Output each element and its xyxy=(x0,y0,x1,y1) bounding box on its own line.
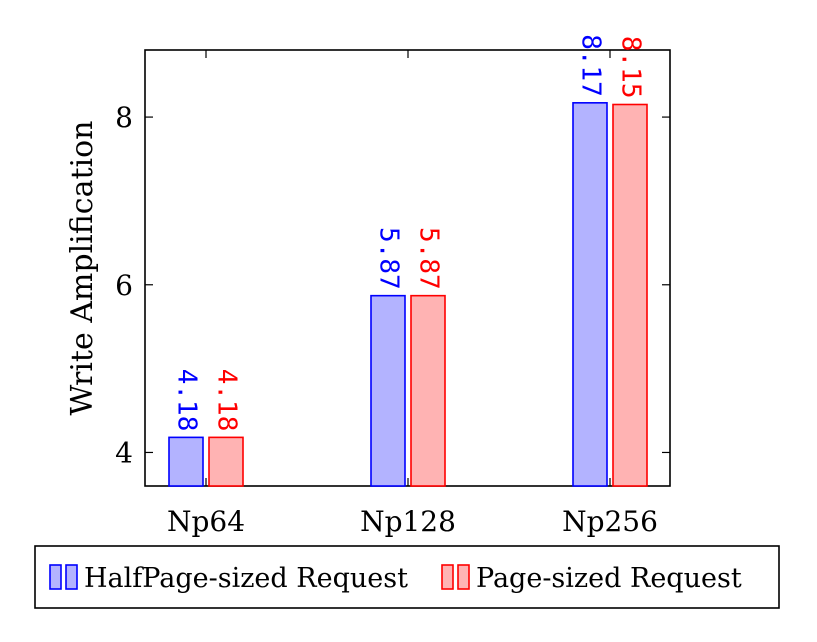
y-tick-label: 6 xyxy=(115,269,133,302)
x-tick-label: Np64 xyxy=(167,505,245,538)
legend-label-page: Page-sized Request xyxy=(476,563,742,594)
bar-data-labels: 4.18 5.87 8.17 4.18 5.87 8.15 xyxy=(172,34,646,431)
bar-data-label: 4.18 xyxy=(172,369,202,432)
legend: HalfPage-sized Request Page-sized Reques… xyxy=(34,545,780,609)
bar-data-label: 5.87 xyxy=(414,227,444,290)
bar xyxy=(410,294,446,487)
x-tick-label: Np256 xyxy=(562,505,658,538)
legend-swatch-page-b xyxy=(457,564,470,590)
legend-swatch-halfpage-a xyxy=(49,564,62,590)
y-tick-labels: 4 6 8 xyxy=(115,101,133,469)
legend-swatch-page-a xyxy=(441,564,454,590)
bar xyxy=(370,294,406,487)
x-tick-label: Np128 xyxy=(360,505,456,538)
y-tick-label: 8 xyxy=(115,101,133,134)
bar xyxy=(168,436,204,487)
bar xyxy=(572,102,608,487)
bar xyxy=(612,103,648,487)
bar-data-label: 4.18 xyxy=(212,369,242,432)
bars xyxy=(168,102,648,487)
axis-ticks xyxy=(145,50,670,486)
y-tick-label: 4 xyxy=(115,436,133,469)
bar xyxy=(208,436,244,487)
bar-data-label: 8.15 xyxy=(616,36,646,99)
legend-label-halfpage: HalfPage-sized Request xyxy=(84,563,408,594)
legend-box xyxy=(34,545,780,609)
x-tick-labels: Np64 Np128 Np256 xyxy=(167,505,658,538)
y-axis-title: Write Amplification xyxy=(65,120,100,415)
bar-data-label: 5.87 xyxy=(374,227,404,290)
legend-swatch-halfpage-b xyxy=(65,564,78,590)
bar-data-label: 8.17 xyxy=(576,34,606,97)
